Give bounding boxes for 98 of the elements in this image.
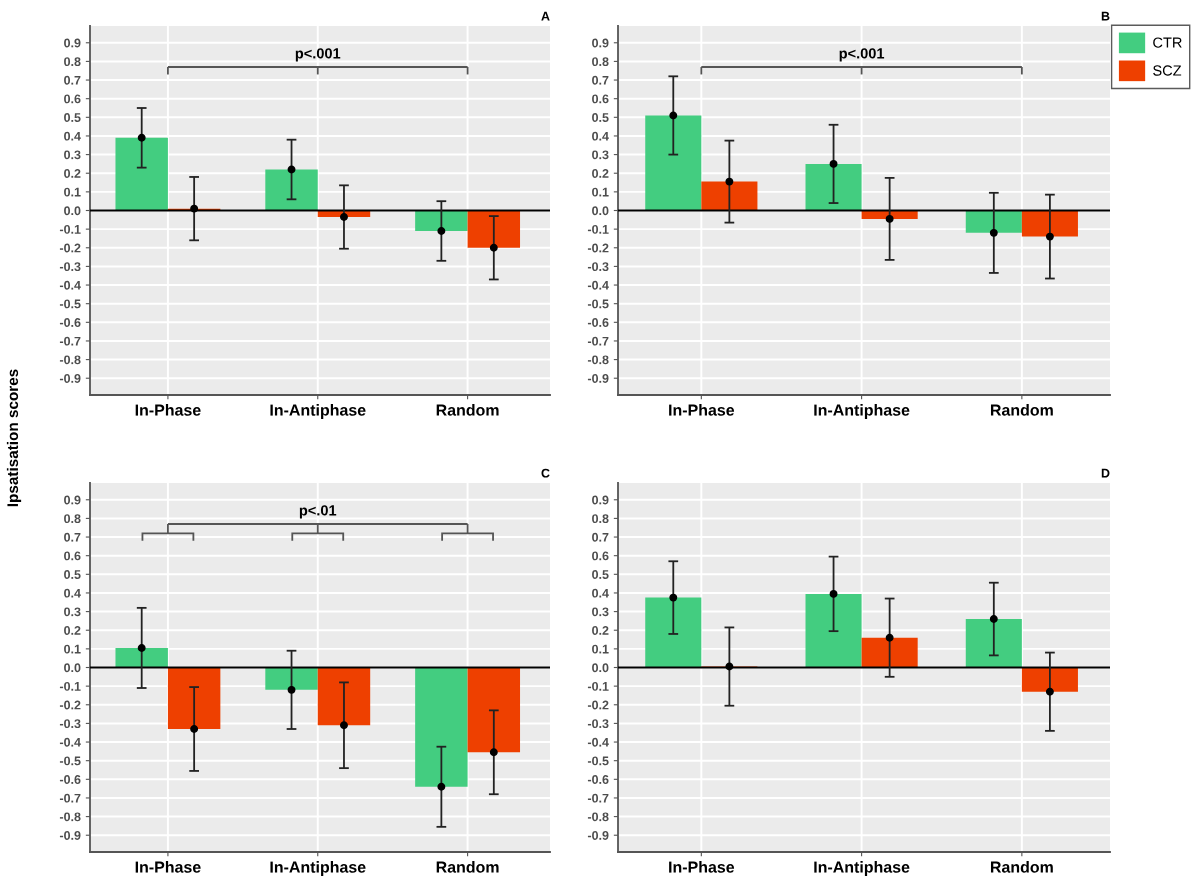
y-tick-label: 0.1 bbox=[64, 644, 81, 654]
y-tick-label: 0.7 bbox=[64, 532, 81, 542]
y-tick-label: -0.2 bbox=[587, 700, 609, 710]
y-tick-label: -0.7 bbox=[59, 793, 81, 803]
y-tick-label: 0.5 bbox=[64, 570, 81, 579]
x-tick-label: In-Antiphase bbox=[270, 404, 366, 419]
y-tick-label: 0.3 bbox=[592, 607, 609, 617]
y-tick-label: 0.5 bbox=[592, 113, 609, 122]
y-tick-label: 0.6 bbox=[64, 551, 81, 561]
chart-title: C bbox=[541, 468, 550, 478]
y-tick-label: 0.6 bbox=[64, 94, 81, 104]
annotation: p<.01 bbox=[299, 505, 337, 519]
y-tick-label: -0.1 bbox=[587, 681, 609, 691]
x-tick-label: Random bbox=[990, 861, 1053, 873]
x-tick-label: In-Antiphase bbox=[814, 861, 910, 876]
y-tick-label: -0.3 bbox=[587, 262, 609, 272]
x-tick-label: In-Antiphase bbox=[270, 861, 366, 876]
y-tick-label: 0.7 bbox=[592, 75, 609, 85]
y-tick-label: 0.2 bbox=[592, 169, 609, 178]
y-tick-label: 0.7 bbox=[592, 532, 609, 542]
y-tick-label: 0.2 bbox=[64, 169, 81, 178]
y-tick-label: -0.2 bbox=[587, 243, 609, 253]
y-tick-label: 0.3 bbox=[592, 150, 609, 160]
y-tick-label: 0.5 bbox=[64, 113, 81, 122]
y-tick-label: -0.3 bbox=[59, 719, 81, 729]
y-tick-label: -0.4 bbox=[587, 737, 609, 747]
x-tick-label: In-Antiphase bbox=[814, 404, 910, 419]
y-tick-label: 0.8 bbox=[64, 514, 81, 524]
y-tick-label: -0.6 bbox=[587, 775, 609, 784]
x-tick-label: Random bbox=[436, 861, 499, 873]
x-tick-label: Random bbox=[436, 404, 499, 416]
y-tick-label: -0.9 bbox=[587, 374, 609, 383]
y-tick-label: 0.7 bbox=[64, 75, 81, 85]
y-tick-label: 0.0 bbox=[64, 663, 81, 673]
y-tick-label: -0.4 bbox=[587, 280, 609, 290]
x-tick-label: In-Phase bbox=[669, 404, 735, 416]
y-tick-label: 0.0 bbox=[64, 206, 81, 216]
y-tick-label: 0.1 bbox=[592, 644, 609, 654]
y-tick-label: 0.0 bbox=[592, 206, 609, 216]
y-tick-label: -0.8 bbox=[587, 812, 609, 822]
y-tick-label: 0.1 bbox=[592, 187, 609, 197]
y-tick-label: 0.9 bbox=[592, 495, 609, 505]
y-tick-label: -0.3 bbox=[587, 719, 609, 729]
annotation: p<.001 bbox=[295, 48, 341, 62]
y-tick-label: -0.7 bbox=[587, 336, 609, 346]
y-tick-label: 0.6 bbox=[592, 94, 609, 104]
y-tick-label: 0.9 bbox=[64, 495, 81, 505]
y-tick-label: -0.7 bbox=[59, 336, 81, 346]
y-tick-label: -0.9 bbox=[587, 831, 609, 840]
y-tick-label: -0.2 bbox=[59, 700, 81, 710]
y-tick-label: -0.7 bbox=[587, 793, 609, 803]
y-tick-label: -0.5 bbox=[59, 299, 81, 309]
y-tick-label: -0.5 bbox=[59, 756, 81, 766]
x-tick-label: In-Phase bbox=[135, 404, 201, 416]
y-tick-label: -0.1 bbox=[587, 224, 609, 234]
y-tick-label: -0.9 bbox=[59, 374, 81, 383]
y-tick-label: -0.2 bbox=[59, 243, 81, 253]
y-tick-label: 0.4 bbox=[64, 588, 81, 598]
y-tick-label: -0.5 bbox=[587, 756, 609, 766]
y-tick-label: -0.6 bbox=[59, 775, 81, 784]
y-tick-label: -0.6 bbox=[587, 318, 609, 327]
legend-label: SCZ bbox=[1153, 65, 1182, 76]
y-tick-label: 0.8 bbox=[592, 514, 609, 524]
y-tick-label: -0.1 bbox=[59, 681, 81, 691]
chart-title: A bbox=[541, 11, 550, 21]
y-tick-label: 0.4 bbox=[592, 131, 609, 141]
x-tick-label: In-Phase bbox=[135, 861, 201, 873]
y-tick-label: 0.3 bbox=[64, 150, 81, 160]
y-tick-label: 0.0 bbox=[592, 663, 609, 673]
y-tick-label: 0.2 bbox=[592, 626, 609, 635]
legend-label: CTR bbox=[1153, 37, 1182, 48]
y-tick-label: 0.6 bbox=[592, 551, 609, 561]
y-tick-label: 0.4 bbox=[592, 588, 609, 598]
y-tick-label: -0.3 bbox=[59, 262, 81, 272]
y-tick-label: -0.9 bbox=[59, 831, 81, 840]
y-tick-label: -0.8 bbox=[587, 355, 609, 365]
x-tick-label: In-Phase bbox=[669, 861, 735, 873]
chart-title: B bbox=[1101, 11, 1110, 21]
y-tick-label: 0.8 bbox=[64, 57, 81, 67]
y-axis-title: Ipsatisation scores bbox=[6, 369, 22, 507]
y-tick-label: 0.9 bbox=[64, 38, 81, 48]
annotation: p<.001 bbox=[839, 48, 885, 62]
y-tick-label: -0.4 bbox=[59, 280, 81, 290]
y-tick-label: -0.8 bbox=[59, 812, 81, 822]
y-tick-label: -0.1 bbox=[59, 224, 81, 234]
y-tick-label: 0.1 bbox=[64, 187, 81, 197]
y-tick-label: 0.3 bbox=[64, 607, 81, 617]
y-tick-label: 0.5 bbox=[592, 570, 609, 579]
y-tick-label: 0.8 bbox=[592, 57, 609, 67]
y-tick-label: -0.5 bbox=[587, 299, 609, 309]
x-tick-label: Random bbox=[990, 404, 1053, 416]
y-tick-label: -0.6 bbox=[59, 318, 81, 327]
y-tick-label: -0.8 bbox=[59, 355, 81, 365]
y-tick-label: 0.4 bbox=[64, 131, 81, 141]
y-tick-label: 0.2 bbox=[64, 626, 81, 635]
chart-title: D bbox=[1101, 468, 1110, 478]
y-tick-label: 0.9 bbox=[592, 38, 609, 48]
y-tick-label: -0.4 bbox=[59, 737, 81, 747]
